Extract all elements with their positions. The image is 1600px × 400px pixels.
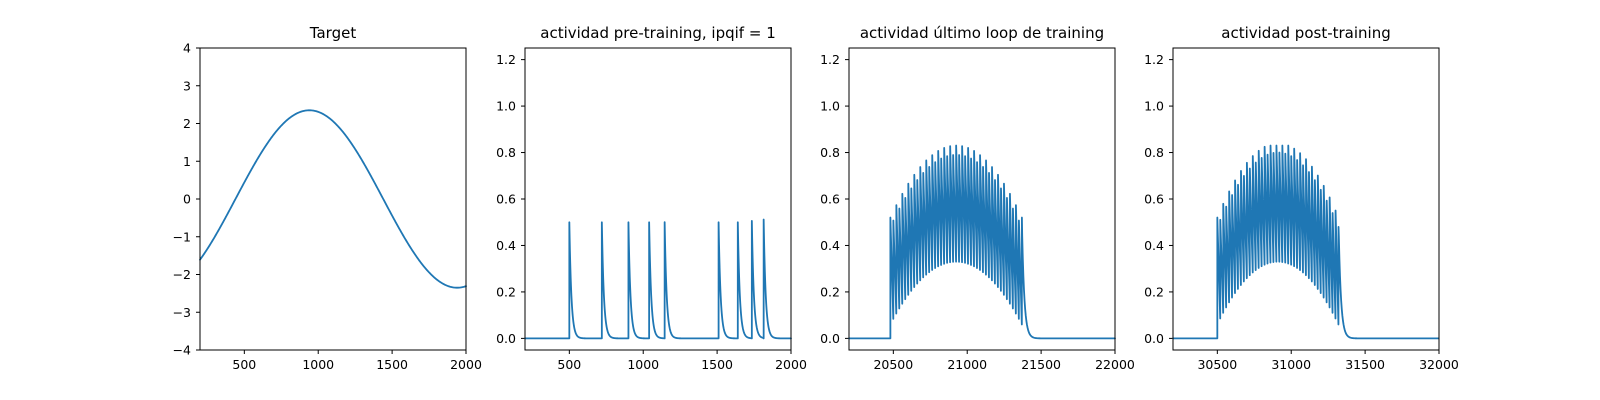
y-tick-label: −1 bbox=[173, 229, 191, 244]
y-tick-label: 1.0 bbox=[820, 99, 840, 114]
x-tick-label: 1000 bbox=[627, 357, 659, 372]
subplot-post-training: actividad post-training 0.0 0.2 0.4 0.6 0.8 1… bbox=[1144, 24, 1459, 372]
x-axis: 500 1000 1500 2000 bbox=[557, 350, 807, 372]
series-line bbox=[1172, 144, 1440, 340]
axes-frame bbox=[524, 47, 792, 351]
subplot-pre-training: actividad pre-training, ipqif = 1 0.0 0.2… bbox=[496, 24, 807, 372]
x-tick-label: 1500 bbox=[701, 357, 733, 372]
axes-frame bbox=[199, 47, 467, 351]
subplot-last-training-loop: actividad último loop de training 0.0 0.2… bbox=[820, 24, 1135, 372]
x-tick-label: 500 bbox=[232, 357, 256, 372]
x-axis: 20500 21000 21500 22000 bbox=[873, 350, 1135, 372]
axes-frame bbox=[848, 47, 1116, 351]
y-tick-label: −3 bbox=[173, 305, 191, 320]
series-line bbox=[524, 218, 792, 340]
y-tick-label: 0.8 bbox=[496, 145, 516, 160]
y-tick-label: 0 bbox=[183, 192, 191, 207]
y-axis: −4 −3 −2 −1 0 1 2 3 4 bbox=[173, 41, 200, 358]
y-tick-label: 0.2 bbox=[1144, 284, 1164, 299]
y-tick-label: 3 bbox=[183, 78, 191, 93]
y-tick-label: 1.0 bbox=[1144, 99, 1164, 114]
y-tick-label: 0.4 bbox=[820, 238, 840, 253]
subplot-title: actividad post-training bbox=[1221, 24, 1390, 42]
subplot-title: Target bbox=[309, 24, 357, 42]
y-axis: 0.0 0.2 0.4 0.6 0.8 1.0 1.2 bbox=[820, 52, 849, 346]
y-tick-label: 0.0 bbox=[1144, 331, 1164, 346]
y-tick-label: 0.2 bbox=[820, 284, 840, 299]
y-tick-label: 1 bbox=[183, 154, 191, 169]
x-tick-label: 1000 bbox=[302, 357, 334, 372]
y-tick-label: 0.8 bbox=[1144, 145, 1164, 160]
y-tick-label: 4 bbox=[183, 41, 191, 56]
x-tick-label: 2000 bbox=[450, 357, 482, 372]
x-tick-label: 2000 bbox=[775, 357, 807, 372]
y-tick-label: 1.2 bbox=[1144, 52, 1164, 67]
y-tick-label: 0.0 bbox=[820, 331, 840, 346]
x-tick-label: 1500 bbox=[376, 357, 408, 372]
x-tick-label: 30500 bbox=[1197, 357, 1237, 372]
axes-frame bbox=[1172, 47, 1440, 351]
x-tick-label: 22000 bbox=[1095, 357, 1135, 372]
x-tick-label: 20500 bbox=[873, 357, 913, 372]
x-tick-label: 21500 bbox=[1021, 357, 1061, 372]
y-axis: 0.0 0.2 0.4 0.6 0.8 1.0 1.2 bbox=[1144, 52, 1173, 346]
y-tick-label: 0.6 bbox=[1144, 192, 1164, 207]
y-tick-label: 1.2 bbox=[820, 52, 840, 67]
y-axis: 0.0 0.2 0.4 0.6 0.8 1.0 1.2 bbox=[496, 52, 525, 346]
y-tick-label: 1.0 bbox=[496, 99, 516, 114]
x-tick-label: 31000 bbox=[1271, 357, 1311, 372]
subplot-target: Target −4 −3 −2 −1 0 1 2 3 4 500 1000 1500 2000 bbox=[173, 24, 482, 372]
y-tick-label: 2 bbox=[183, 116, 191, 131]
x-tick-label: 500 bbox=[557, 357, 581, 372]
subplot-title: actividad último loop de training bbox=[860, 24, 1104, 42]
x-tick-label: 21000 bbox=[947, 357, 987, 372]
y-tick-label: 0.2 bbox=[496, 284, 516, 299]
y-tick-label: 0.0 bbox=[496, 331, 516, 346]
y-tick-label: −2 bbox=[173, 267, 191, 282]
y-tick-label: 0.6 bbox=[820, 192, 840, 207]
series-line bbox=[848, 144, 1116, 340]
y-tick-label: 1.2 bbox=[496, 52, 516, 67]
y-tick-label: 0.4 bbox=[1144, 238, 1164, 253]
series-line bbox=[199, 109, 467, 289]
y-tick-label: −4 bbox=[173, 343, 191, 358]
y-tick-label: 0.8 bbox=[820, 145, 840, 160]
x-axis: 30500 31000 31500 32000 bbox=[1197, 350, 1459, 372]
x-tick-label: 32000 bbox=[1419, 357, 1459, 372]
x-tick-label: 31500 bbox=[1345, 357, 1385, 372]
y-tick-label: 0.6 bbox=[496, 192, 516, 207]
x-axis: 500 1000 1500 2000 bbox=[232, 350, 482, 372]
y-tick-label: 0.4 bbox=[496, 238, 516, 253]
subplot-title: actividad pre-training, ipqif = 1 bbox=[540, 24, 776, 42]
